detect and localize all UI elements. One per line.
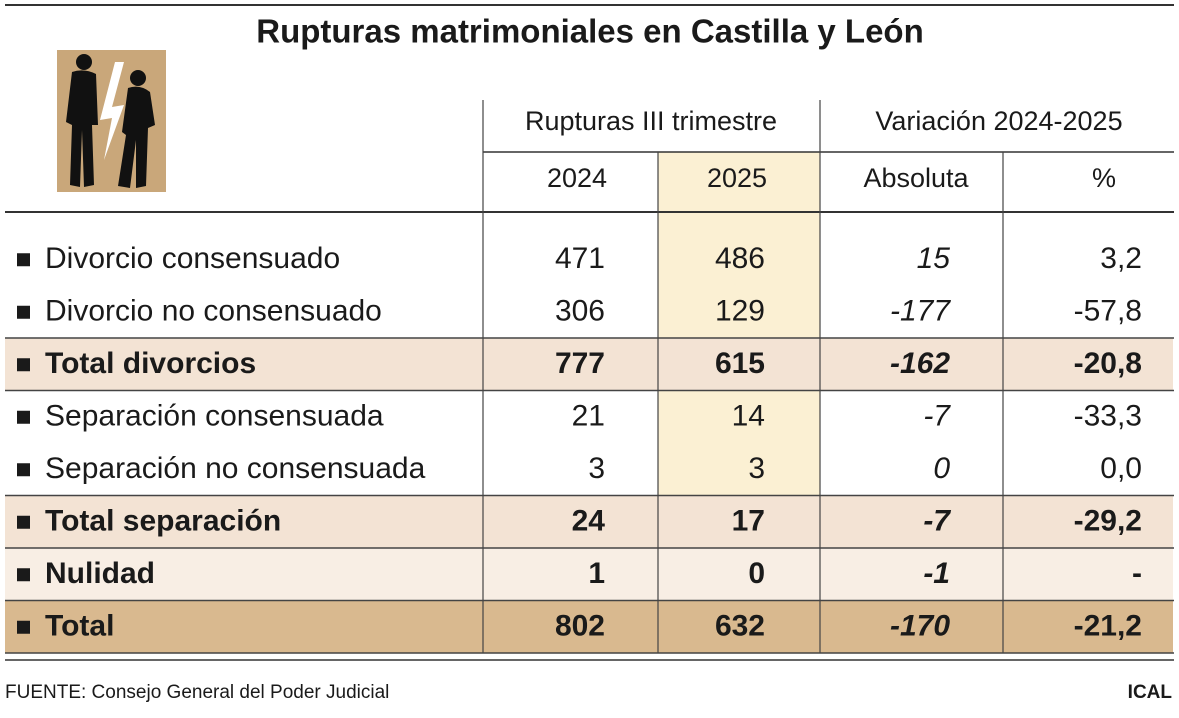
cell: -57,8 [1074, 295, 1142, 328]
cell: 3 [588, 452, 605, 485]
row-background [5, 600, 1173, 653]
cell: 3,2 [1100, 242, 1142, 275]
row-label: Total divorcios [45, 347, 256, 380]
cell: 486 [715, 242, 765, 275]
cell: 17 [732, 505, 765, 538]
row-label: Separación consensuada [45, 400, 384, 433]
title: Rupturas matrimoniales en Castilla y Leó… [256, 13, 924, 50]
cell: -170 [890, 610, 950, 643]
bullet [17, 515, 30, 529]
icon [57, 50, 166, 192]
bullet [17, 620, 30, 634]
row-background [5, 285, 1173, 338]
cell: 21 [572, 400, 605, 433]
cell: 615 [715, 347, 765, 380]
column-header: 2024 [547, 163, 607, 193]
cell: 306 [555, 295, 605, 328]
cell: 15 [917, 242, 951, 275]
highlight-cell [658, 233, 820, 286]
source: FUENTE: Consejo General del Poder Judici… [5, 682, 389, 703]
highlight-cell [658, 390, 820, 443]
row-background [5, 338, 1173, 391]
group-header: Rupturas III trimestre [525, 106, 777, 136]
highlight-cell [658, 443, 820, 496]
row-label: Total separación [45, 505, 281, 538]
row-label: Separación no consensuada [45, 452, 426, 485]
bullet [17, 358, 30, 372]
cell: 0 [748, 557, 765, 590]
row-label: Divorcio consensuado [45, 242, 340, 275]
row-label: Nulidad [45, 557, 155, 590]
cell: 777 [555, 347, 605, 380]
cell: 632 [715, 610, 765, 643]
cell: -1 [923, 557, 950, 590]
cell: -33,3 [1074, 400, 1142, 433]
group-header: Variación 2024-2025 [875, 106, 1122, 136]
cell: -162 [890, 347, 950, 380]
cell: 0 [933, 452, 950, 485]
cell: -7 [923, 400, 951, 433]
column-header: % [1092, 163, 1116, 193]
column-header: 2025 [707, 163, 767, 193]
cell: 1 [588, 557, 605, 590]
bullet [17, 463, 30, 477]
credit: ICAL [1128, 682, 1173, 703]
column-header: Absoluta [863, 163, 969, 193]
row-label: Divorcio no consensuado [45, 295, 382, 328]
bullet [17, 305, 30, 319]
row-background [5, 495, 1173, 548]
highlight-cell [658, 285, 820, 338]
bullet [17, 410, 30, 424]
cell: -21,2 [1074, 610, 1142, 643]
cell: 471 [555, 242, 605, 275]
cell: 0,0 [1100, 452, 1142, 485]
row-background [5, 548, 1173, 601]
cell: -177 [890, 295, 951, 328]
cell: 129 [715, 295, 765, 328]
cell: - [1132, 557, 1142, 590]
cell: 24 [572, 505, 606, 538]
row-background [5, 233, 1173, 286]
cell: -29,2 [1074, 505, 1142, 538]
row-label: Total [45, 610, 114, 643]
row-background [5, 390, 1173, 443]
bullet [17, 568, 30, 582]
highlight-cell [658, 152, 820, 233]
cell: -20,8 [1074, 347, 1142, 380]
row-background [5, 443, 1173, 496]
cell: -7 [923, 505, 951, 538]
bullet [17, 253, 30, 267]
cell: 3 [748, 452, 765, 485]
cell: 802 [555, 610, 605, 643]
cell: 14 [732, 400, 765, 433]
